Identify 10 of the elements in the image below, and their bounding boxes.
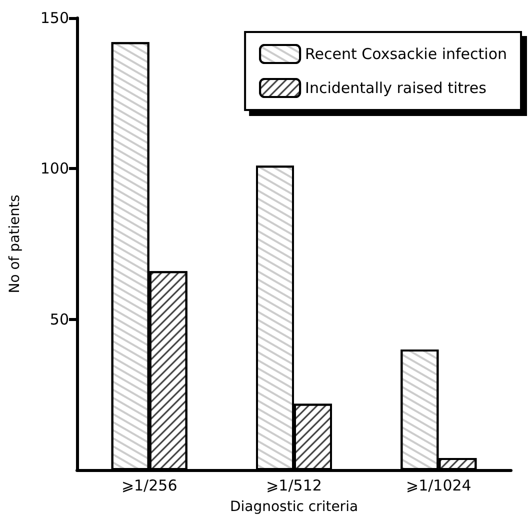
x-tick-label: ⩾1/1024 — [406, 476, 472, 494]
y-tick-label: 150 — [40, 9, 69, 27]
legend-label: Incidentally raised titres — [305, 79, 487, 97]
legend-label: Recent Coxsackie infection — [305, 45, 508, 63]
y-tick-label: 50 — [50, 310, 69, 328]
x-axis-title: Diagnostic criteria — [230, 499, 358, 515]
y-axis-title: No of patients — [7, 194, 23, 294]
x-tick-label: ⩾1/256 — [121, 476, 178, 494]
x-tick-label: ⩾1/512 — [266, 476, 322, 494]
y-tick-label: 100 — [40, 160, 69, 178]
